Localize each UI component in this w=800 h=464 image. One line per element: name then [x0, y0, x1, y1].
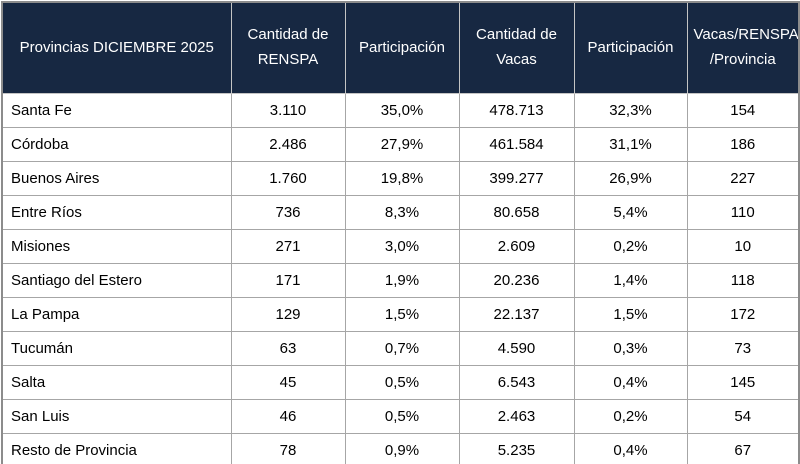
header-participacion-renspa: Participación — [344, 1, 460, 94]
value-cell: 32,3% — [573, 93, 688, 128]
table-row: Córdoba 2.486 27,9% 461.584 31,1% 186 — [1, 127, 800, 162]
value-cell: 26,9% — [573, 161, 688, 196]
value-cell: 118 — [686, 263, 800, 298]
value-cell: 1,9% — [344, 263, 460, 298]
value-cell: 73 — [686, 331, 800, 366]
table-row: Misiones 271 3,0% 2.609 0,2% 10 — [1, 229, 800, 264]
value-cell: 110 — [686, 195, 800, 230]
value-cell: 2.463 — [458, 399, 575, 434]
province-cell: Santa Fe — [1, 93, 232, 128]
header-vacas-renspa-provincia: Vacas/RENSPA /Provincia — [686, 1, 800, 94]
header-cantidad-vacas: Cantidad de Vacas — [458, 1, 575, 94]
value-cell: 478.713 — [458, 93, 575, 128]
table-row: Tucumán 63 0,7% 4.590 0,3% 73 — [1, 331, 800, 366]
value-cell: 3.110 — [230, 93, 346, 128]
value-cell: 20.236 — [458, 263, 575, 298]
province-cell: Salta — [1, 365, 232, 400]
table-row: San Luis 46 0,5% 2.463 0,2% 54 — [1, 399, 800, 434]
value-cell: 31,1% — [573, 127, 688, 162]
table-row: Santa Fe 3.110 35,0% 478.713 32,3% 154 — [1, 93, 800, 128]
value-cell: 0,2% — [573, 399, 688, 434]
province-cell: San Luis — [1, 399, 232, 434]
value-cell: 0,4% — [573, 365, 688, 400]
value-cell: 78 — [230, 433, 346, 464]
value-cell: 1.760 — [230, 161, 346, 196]
value-cell: 154 — [686, 93, 800, 128]
header-provincias: Provincias DICIEMBRE 2025 — [1, 1, 232, 94]
value-cell: 80.658 — [458, 195, 575, 230]
value-cell: 46 — [230, 399, 346, 434]
value-cell: 271 — [230, 229, 346, 264]
table-row: Buenos Aires 1.760 19,8% 399.277 26,9% 227 — [1, 161, 800, 196]
value-cell: 171 — [230, 263, 346, 298]
province-cell: Santiago del Estero — [1, 263, 232, 298]
province-cell: Entre Ríos — [1, 195, 232, 230]
value-cell: 1,5% — [573, 297, 688, 332]
value-cell: 22.137 — [458, 297, 575, 332]
value-cell: 1,5% — [344, 297, 460, 332]
table-row: Resto de Provincia 78 0,9% 5.235 0,4% 67 — [1, 433, 800, 464]
value-cell: 5,4% — [573, 195, 688, 230]
value-cell: 186 — [686, 127, 800, 162]
value-cell: 0,2% — [573, 229, 688, 264]
value-cell: 399.277 — [458, 161, 575, 196]
value-cell: 461.584 — [458, 127, 575, 162]
value-cell: 8,3% — [344, 195, 460, 230]
value-cell: 27,9% — [344, 127, 460, 162]
value-cell: 227 — [686, 161, 800, 196]
province-cell: Córdoba — [1, 127, 232, 162]
value-cell: 0,3% — [573, 331, 688, 366]
value-cell: 45 — [230, 365, 346, 400]
province-cell: Misiones — [1, 229, 232, 264]
value-cell: 145 — [686, 365, 800, 400]
table-row: La Pampa 129 1,5% 22.137 1,5% 172 — [1, 297, 800, 332]
table-row: Salta 45 0,5% 6.543 0,4% 145 — [1, 365, 800, 400]
value-cell: 10 — [686, 229, 800, 264]
value-cell: 3,0% — [344, 229, 460, 264]
value-cell: 172 — [686, 297, 800, 332]
province-cell: Resto de Provincia — [1, 433, 232, 464]
value-cell: 67 — [686, 433, 800, 464]
header-participacion-vacas: Participación — [573, 1, 688, 94]
value-cell: 19,8% — [344, 161, 460, 196]
table-header-row: Provincias DICIEMBRE 2025 Cantidad de RE… — [1, 1, 800, 94]
province-cell: Buenos Aires — [1, 161, 232, 196]
value-cell: 2.609 — [458, 229, 575, 264]
value-cell: 1,4% — [573, 263, 688, 298]
value-cell: 0,5% — [344, 365, 460, 400]
value-cell: 6.543 — [458, 365, 575, 400]
value-cell: 0,5% — [344, 399, 460, 434]
value-cell: 54 — [686, 399, 800, 434]
value-cell: 736 — [230, 195, 346, 230]
value-cell: 129 — [230, 297, 346, 332]
table-body: Santa Fe 3.110 35,0% 478.713 32,3% 154 Córdoba… — [1, 93, 800, 464]
value-cell: 5.235 — [458, 433, 575, 464]
value-cell: 0,7% — [344, 331, 460, 366]
province-cell: La Pampa — [1, 297, 232, 332]
table-row: Entre Ríos 736 8,3% 80.658 5,4% 110 — [1, 195, 800, 230]
value-cell: 4.590 — [458, 331, 575, 366]
header-cantidad-renspa: Cantidad de RENSPA — [230, 1, 346, 94]
value-cell: 0,4% — [573, 433, 688, 464]
table-row: Santiago del Estero 171 1,9% 20.236 1,4% 118 — [1, 263, 800, 298]
value-cell: 63 — [230, 331, 346, 366]
value-cell: 0,9% — [344, 433, 460, 464]
value-cell: 2.486 — [230, 127, 346, 162]
value-cell: 35,0% — [344, 93, 460, 128]
province-cell: Tucumán — [1, 331, 232, 366]
